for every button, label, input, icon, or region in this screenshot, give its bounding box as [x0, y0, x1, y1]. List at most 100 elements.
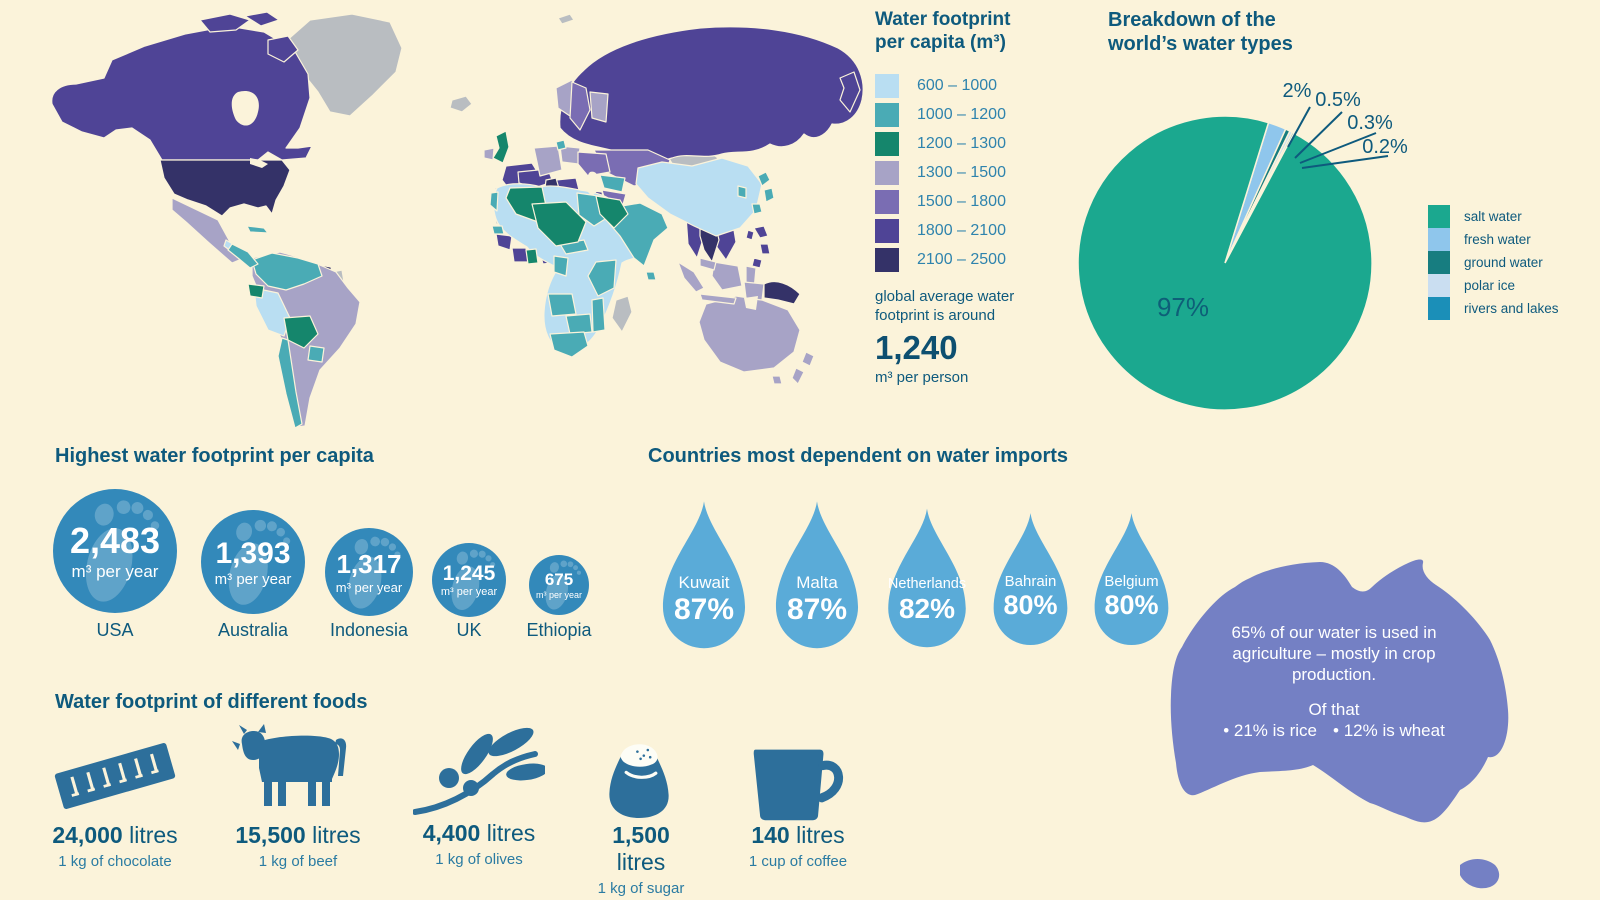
pie-legend-label: salt water — [1464, 209, 1522, 224]
footprint-icon — [451, 550, 496, 611]
map-legend-title: Water footprint per capita (m³) — [875, 9, 1011, 53]
import-drop-bahrain: Bahrain 80% — [982, 506, 1079, 658]
sugar-sack-icon — [609, 744, 669, 818]
drop-country: Belgium — [1104, 572, 1159, 590]
map-region-pakistan — [595, 195, 629, 229]
food-value-line: 15,500 litres — [232, 822, 364, 849]
map-region-mozambique — [591, 297, 606, 333]
import-drop-kuwait: Kuwait 87% — [650, 494, 758, 662]
pie-callout-fresh-water: 2% — [1283, 80, 1312, 102]
drop-country: Netherlands — [887, 576, 967, 593]
map-region-guinea — [495, 233, 513, 251]
australia-bullet-wheat: • 12% is wheat — [1333, 721, 1445, 740]
map-hudson-bay — [231, 90, 259, 126]
map-region-kamchatka — [839, 71, 861, 113]
map-regions-1200-1300 — [247, 130, 629, 349]
water-drop-icon — [1094, 513, 1169, 646]
olive-branch-icon — [413, 727, 545, 815]
pie-callout-lines — [1287, 106, 1389, 169]
food-value: 4,400 — [422, 820, 481, 846]
drop-text: Netherlands 82% — [876, 576, 978, 625]
pie-swatch-rivers-lakes — [1428, 297, 1450, 320]
map-region-china — [635, 157, 763, 237]
drop-percent: 82% — [898, 592, 956, 624]
map-region-malaysia — [699, 257, 717, 271]
map-regions-1800-2100 — [51, 11, 864, 269]
map-region-svalbard — [557, 13, 575, 25]
map-caspian-sea — [586, 171, 599, 195]
australia-para: 65% of our water is used in agriculture … — [1231, 623, 1437, 684]
map-region-central-america — [227, 243, 259, 269]
map-region-colombia-venezuela — [251, 252, 323, 291]
footprint-country-australia: Australia — [217, 620, 289, 640]
food-unit: litres — [616, 849, 666, 875]
food-item-coffee: 140 litres 1 cup of coffee — [745, 746, 851, 870]
footprint-value: 2,483 — [69, 520, 161, 561]
footprint-circle-text: 2,483 m³ per year — [53, 489, 177, 613]
footprint-unit: m³ per year — [335, 580, 403, 595]
food-value-line: 24,000 litres — [40, 822, 190, 849]
food-value-line: 1,500 litres — [590, 822, 692, 876]
food-value: 15,500 — [235, 822, 306, 848]
pie-legend-label: ground water — [1464, 255, 1543, 270]
footprint-circle-text: 1,317 m³ per year — [325, 528, 413, 616]
drop-text: Bahrain 80% — [982, 573, 1079, 621]
food-item-chocolate: 24,000 litres 1 kg of chocolate — [40, 730, 190, 870]
map-region-arctic-islands — [199, 13, 251, 33]
footprint-icon — [545, 560, 581, 610]
legend-bin-row: 1800 – 2100 — [875, 219, 1065, 243]
legend-bin-label: 600 – 1000 — [917, 77, 998, 94]
map-region-new-zealand — [791, 351, 815, 385]
map-region-ireland — [483, 147, 495, 161]
drop-percent: 80% — [1003, 590, 1058, 621]
food-caption: 1 kg of sugar — [597, 880, 685, 897]
pie-legend: salt water fresh water ground water pola… — [1428, 205, 1559, 320]
footprint-unit: m³ per year — [535, 590, 582, 600]
footprint-unit: m³ per year — [440, 586, 498, 598]
food-value: 24,000 — [52, 822, 123, 848]
pie-swatch-polar-ice — [1428, 274, 1450, 297]
map-region-iceland — [449, 95, 473, 113]
footprint-unit: m³ per year — [71, 562, 159, 581]
map-region-chile — [277, 337, 303, 429]
map-region-paraguay — [307, 345, 325, 363]
footprint-circle-australia: 1,393 m³ per year — [201, 510, 305, 614]
water-types-pie-chart: 2% 0.5% 0.3% 0.2% 97% — [1077, 80, 1408, 411]
pie-slices — [1077, 115, 1373, 411]
footprint-country-indonesia: Indonesia — [329, 620, 409, 640]
water-drop-icon — [993, 513, 1068, 646]
pie-slice-salt-water — [1077, 115, 1373, 411]
pie-callout-ground-water: 0.5% — [1315, 89, 1361, 111]
australia-subtitle: Of that — [1308, 700, 1360, 719]
legend-swatch-1800-2100 — [875, 219, 899, 243]
map-region-denmark — [555, 139, 567, 151]
map-region-south-africa — [549, 331, 589, 358]
australia-callout-text: 65% of our water is used in agriculture … — [1205, 622, 1463, 741]
pie-main-label: 97% — [1157, 292, 1209, 322]
map-region-java — [699, 293, 737, 305]
pie-legend-label: polar ice — [1464, 278, 1516, 293]
map-region-usa — [159, 159, 291, 217]
drop-text: Malta 87% — [763, 573, 871, 627]
map-region-madagascar — [611, 295, 633, 333]
legend-swatch-600-1000 — [875, 74, 899, 98]
footprint-circle-uk: 1,245 m³ per year — [432, 543, 506, 617]
food-item-olives: 4,400 litres 1 kg of olives — [413, 726, 545, 868]
footprint-circle-text: 1,393 m³ per year — [201, 510, 305, 614]
pie-swatch-ground-water — [1428, 251, 1450, 274]
map-region-philippines — [751, 225, 771, 269]
tasmania-silhouette — [1460, 859, 1500, 889]
water-drop-icon — [662, 501, 746, 649]
footprint-country-ethiopia: Ethiopia — [526, 620, 592, 640]
pie-legend-row: ground water — [1428, 251, 1559, 274]
water-drop-icon — [888, 508, 966, 648]
map-regions-1000-1200 — [227, 139, 775, 429]
legend-bin-label: 1000 – 1200 — [917, 106, 1006, 123]
food-item-sugar: 1,500 litres 1 kg of sugar — [590, 734, 692, 897]
drop-country: Bahrain — [1004, 572, 1057, 590]
map-water-cutouts — [231, 90, 758, 310]
legend-swatch-2100-2500 — [875, 248, 899, 272]
pie-legend-row: fresh water — [1428, 228, 1559, 251]
legend-bin-row: 1300 – 1500 — [875, 161, 1065, 185]
footprint-value: 1,245 — [442, 562, 496, 585]
